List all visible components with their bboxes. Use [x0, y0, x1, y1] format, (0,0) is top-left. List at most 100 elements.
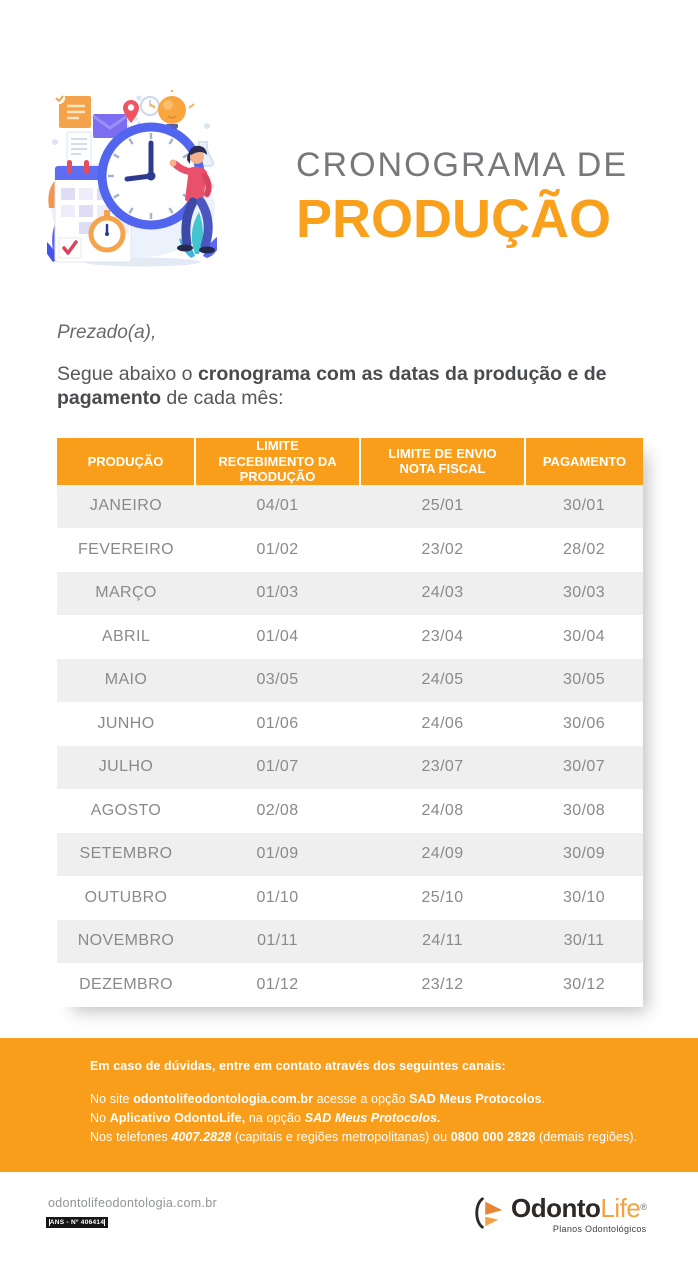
- header-cell-limite-recebimento: LIMITE RECEBIMENTO DA PRODUÇÃO: [194, 438, 360, 485]
- limite-envio-cell: 24/08: [421, 801, 464, 819]
- contact-heading: Em caso de dúvidas, entre em contato atr…: [90, 1059, 506, 1073]
- title-line-2: PRODUÇÃO: [296, 189, 612, 249]
- title-line-1: CRONOGRAMA DE: [296, 146, 629, 184]
- month-cell: SETEMBRO: [57, 832, 195, 876]
- sticky-note-icon: [53, 92, 91, 128]
- contact-line-segment: .: [541, 1092, 546, 1106]
- month-cell: NOVEMBRO: [57, 919, 195, 963]
- page-title: CRONOGRAMA DE PRODUÇÃO: [296, 146, 628, 250]
- limite-recebimento-cell: 01/03: [195, 571, 360, 615]
- contact-line-segment: (demais regiões).: [535, 1130, 638, 1144]
- contact-line: No Aplicativo OdontoLife, na opção SAD M…: [90, 1109, 680, 1128]
- contact-lines: No site odontolifeodontologia.com.br ace…: [90, 1090, 680, 1147]
- table-row: FEVEREIRO 01/02 23/02 28/02: [57, 528, 643, 572]
- limite-envio-cell: 24/03: [360, 571, 525, 615]
- pagamento-cell: 30/08: [562, 801, 606, 819]
- table-row: JUNHO 01/06 24/06 30/06: [57, 702, 643, 746]
- table-row: NOVEMBRO 01/11 24/11 30/11: [57, 919, 643, 963]
- month-cell: OUTUBRO: [84, 888, 168, 906]
- website-text: odontolifeodontologia.com.br: [48, 1196, 217, 1210]
- contact-line-segment: SAD Meus Protocolos: [409, 1092, 542, 1106]
- month-cell: AGOSTO: [90, 801, 162, 819]
- limite-recebimento-cell: 02/08: [256, 801, 299, 819]
- logo-text-block: OdontoLife® Planos Odontológicos: [511, 1193, 647, 1234]
- envelope-icon: [92, 114, 128, 138]
- table-row: ABRIL 01/04 23/04 30/04: [57, 615, 643, 659]
- contact-section: Em caso de dúvidas, entre em contato atr…: [0, 1038, 698, 1172]
- schedule-illustration: [47, 90, 217, 267]
- contact-line-segment: Nos telefones: [90, 1130, 172, 1144]
- pagamento-cell: 30/11: [525, 919, 643, 963]
- pagamento-cell: 30/07: [525, 745, 643, 789]
- ans-badge: ANS - Nº 406414: [46, 1217, 108, 1228]
- odontolife-logo: OdontoLife® Planos Odontológicos: [472, 1193, 647, 1234]
- limite-envio-cell: 23/02: [421, 540, 464, 558]
- registered-mark: ®: [640, 1202, 647, 1212]
- table-row: DEZEMBRO 01/12 23/12 30/12: [57, 963, 643, 1007]
- limite-recebimento-cell: 01/02: [256, 540, 299, 558]
- limite-recebimento-cell: 01/07: [195, 745, 360, 789]
- contact-line-segment: (capitais e regiões metropolitanas) ou: [231, 1130, 451, 1144]
- month-cell: FEVEREIRO: [77, 540, 175, 558]
- pagamento-cell: 30/10: [562, 888, 606, 906]
- table-row: JANEIRO 04/01 25/01 30/01: [57, 484, 643, 528]
- limite-recebimento-cell: 01/04: [256, 627, 299, 645]
- limite-envio-cell: 24/06: [421, 714, 464, 732]
- intro-bold: cronograma com as datas da produção e de…: [57, 363, 607, 409]
- month-cell: MARÇO: [57, 571, 195, 615]
- contact-line: Nos telefones 4007.2828 (capitais e regi…: [90, 1128, 680, 1147]
- logo-odonto: Odonto: [511, 1193, 601, 1223]
- month-cell: MAIO: [57, 658, 195, 702]
- contact-line: No site odontolifeodontologia.com.br ace…: [90, 1090, 680, 1109]
- limite-envio-cell: 25/01: [360, 484, 525, 528]
- month-cell: ABRIL: [101, 627, 151, 645]
- limite-envio-cell: 24/05: [360, 658, 525, 702]
- limite-recebimento-cell: 01/11: [195, 919, 360, 963]
- table-row: AGOSTO 02/08 24/08 30/08: [57, 789, 643, 833]
- table-header-row: PRODUÇÃO LIMITE RECEBIMENTO DA PRODUÇÃO …: [57, 438, 643, 485]
- header-cell-producao: PRODUÇÃO: [57, 438, 195, 485]
- pagamento-cell: 30/12: [562, 975, 606, 993]
- contact-line-segment: SAD Meus Protocolos.: [304, 1111, 441, 1125]
- contact-line-segment: No site: [90, 1092, 134, 1106]
- limite-envio-cell: 23/12: [421, 975, 464, 993]
- stopwatch-icon: [88, 210, 126, 253]
- salutation-text: Prezado(a),: [57, 322, 157, 343]
- pagamento-cell: 30/09: [525, 832, 643, 876]
- map-pin-icon: [123, 100, 139, 123]
- logo-tagline: Planos Odontológicos: [552, 1224, 647, 1234]
- month-cell: JULHO: [57, 745, 195, 789]
- limite-envio-cell: 23/04: [421, 627, 464, 645]
- logo-wordmark: OdontoLife®: [511, 1193, 647, 1223]
- table-row: SETEMBRO 01/09 24/09 30/09: [57, 832, 643, 876]
- table-row: JULHO 01/07 23/07 30/07: [57, 745, 643, 789]
- limite-envio-cell: 24/11: [360, 919, 525, 963]
- limite-recebimento-cell: 03/05: [195, 658, 360, 702]
- header-cell-limite-envio: LIMITE DE ENVIO NOTA FISCAL: [359, 438, 525, 485]
- lightbulb-icon: [149, 90, 195, 135]
- month-cell: DEZEMBRO: [79, 975, 173, 993]
- intro-suffix: de cada mês:: [161, 386, 284, 409]
- limite-recebimento-cell: 01/09: [195, 832, 360, 876]
- document-icon: [66, 131, 92, 167]
- logo-mark-icon: [475, 1197, 503, 1229]
- pagamento-cell: 30/03: [525, 571, 643, 615]
- table-row: MARÇO 01/03 24/03 30/03: [57, 571, 643, 615]
- contact-line-segment: Aplicativo OdontoLife,: [109, 1111, 246, 1125]
- contact-line-segment: odontolifeodontologia.com.br: [133, 1092, 314, 1106]
- contact-line-segment: 0800 000 2828: [450, 1130, 536, 1144]
- schedule-table: PRODUÇÃO LIMITE RECEBIMENTO DA PRODUÇÃO …: [57, 438, 643, 1007]
- limite-envio-cell: 23/07: [360, 745, 525, 789]
- contact-line-segment: 4007.2828: [171, 1130, 232, 1144]
- month-cell: JANEIRO: [57, 484, 195, 528]
- limite-envio-cell: 25/10: [421, 888, 464, 906]
- limite-envio-cell: 24/09: [360, 832, 525, 876]
- pagamento-cell: 28/02: [562, 540, 606, 558]
- header-cell-pagamento: PAGAMENTO: [524, 438, 643, 485]
- intro-prefix: Segue abaixo o: [57, 363, 198, 385]
- table-row: OUTUBRO 01/10 25/10 30/10: [57, 876, 643, 920]
- pagamento-cell: 30/04: [562, 627, 606, 645]
- limite-recebimento-cell: 01/10: [256, 888, 299, 906]
- person-figure: [169, 145, 215, 254]
